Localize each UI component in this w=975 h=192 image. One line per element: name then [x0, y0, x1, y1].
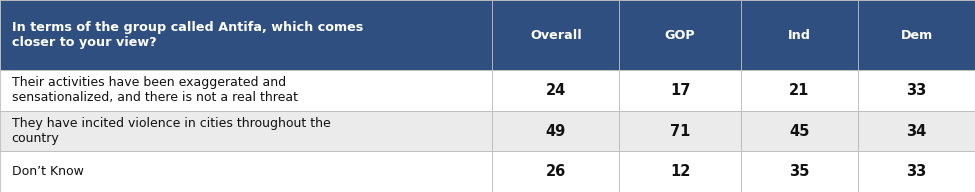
Bar — [492, 0, 619, 70]
Text: GOP: GOP — [665, 29, 695, 41]
Text: 26: 26 — [546, 164, 565, 179]
Text: 17: 17 — [670, 83, 690, 98]
Text: 33: 33 — [907, 164, 926, 179]
Text: Don’t Know: Don’t Know — [12, 165, 84, 178]
Text: 45: 45 — [790, 124, 809, 139]
Text: 35: 35 — [790, 164, 809, 179]
Bar — [858, 0, 975, 70]
Bar — [741, 151, 858, 192]
Text: 21: 21 — [790, 83, 809, 98]
Text: 71: 71 — [670, 124, 690, 139]
Text: 12: 12 — [670, 164, 690, 179]
Bar — [0, 151, 492, 192]
Text: 24: 24 — [546, 83, 565, 98]
Text: Overall: Overall — [529, 29, 582, 41]
Text: 33: 33 — [907, 83, 926, 98]
Bar — [619, 70, 741, 111]
Bar — [492, 151, 619, 192]
Bar — [619, 0, 741, 70]
Bar — [619, 151, 741, 192]
Text: Their activities have been exaggerated and
sensationalized, and there is not a r: Their activities have been exaggerated a… — [12, 76, 297, 104]
Bar — [858, 111, 975, 151]
Bar — [0, 111, 492, 151]
Text: In terms of the group called Antifa, which comes
closer to your view?: In terms of the group called Antifa, whi… — [12, 21, 363, 49]
Bar — [492, 70, 619, 111]
Bar — [492, 111, 619, 151]
Text: 34: 34 — [907, 124, 926, 139]
Bar — [0, 0, 492, 70]
Bar — [619, 111, 741, 151]
Bar — [858, 151, 975, 192]
Bar — [741, 0, 858, 70]
Text: Ind: Ind — [788, 29, 811, 41]
Text: Dem: Dem — [900, 29, 933, 41]
Text: They have incited violence in cities throughout the
country: They have incited violence in cities thr… — [12, 117, 331, 145]
Text: 49: 49 — [546, 124, 565, 139]
Bar — [858, 70, 975, 111]
Bar — [741, 111, 858, 151]
Bar — [0, 70, 492, 111]
Bar — [741, 70, 858, 111]
